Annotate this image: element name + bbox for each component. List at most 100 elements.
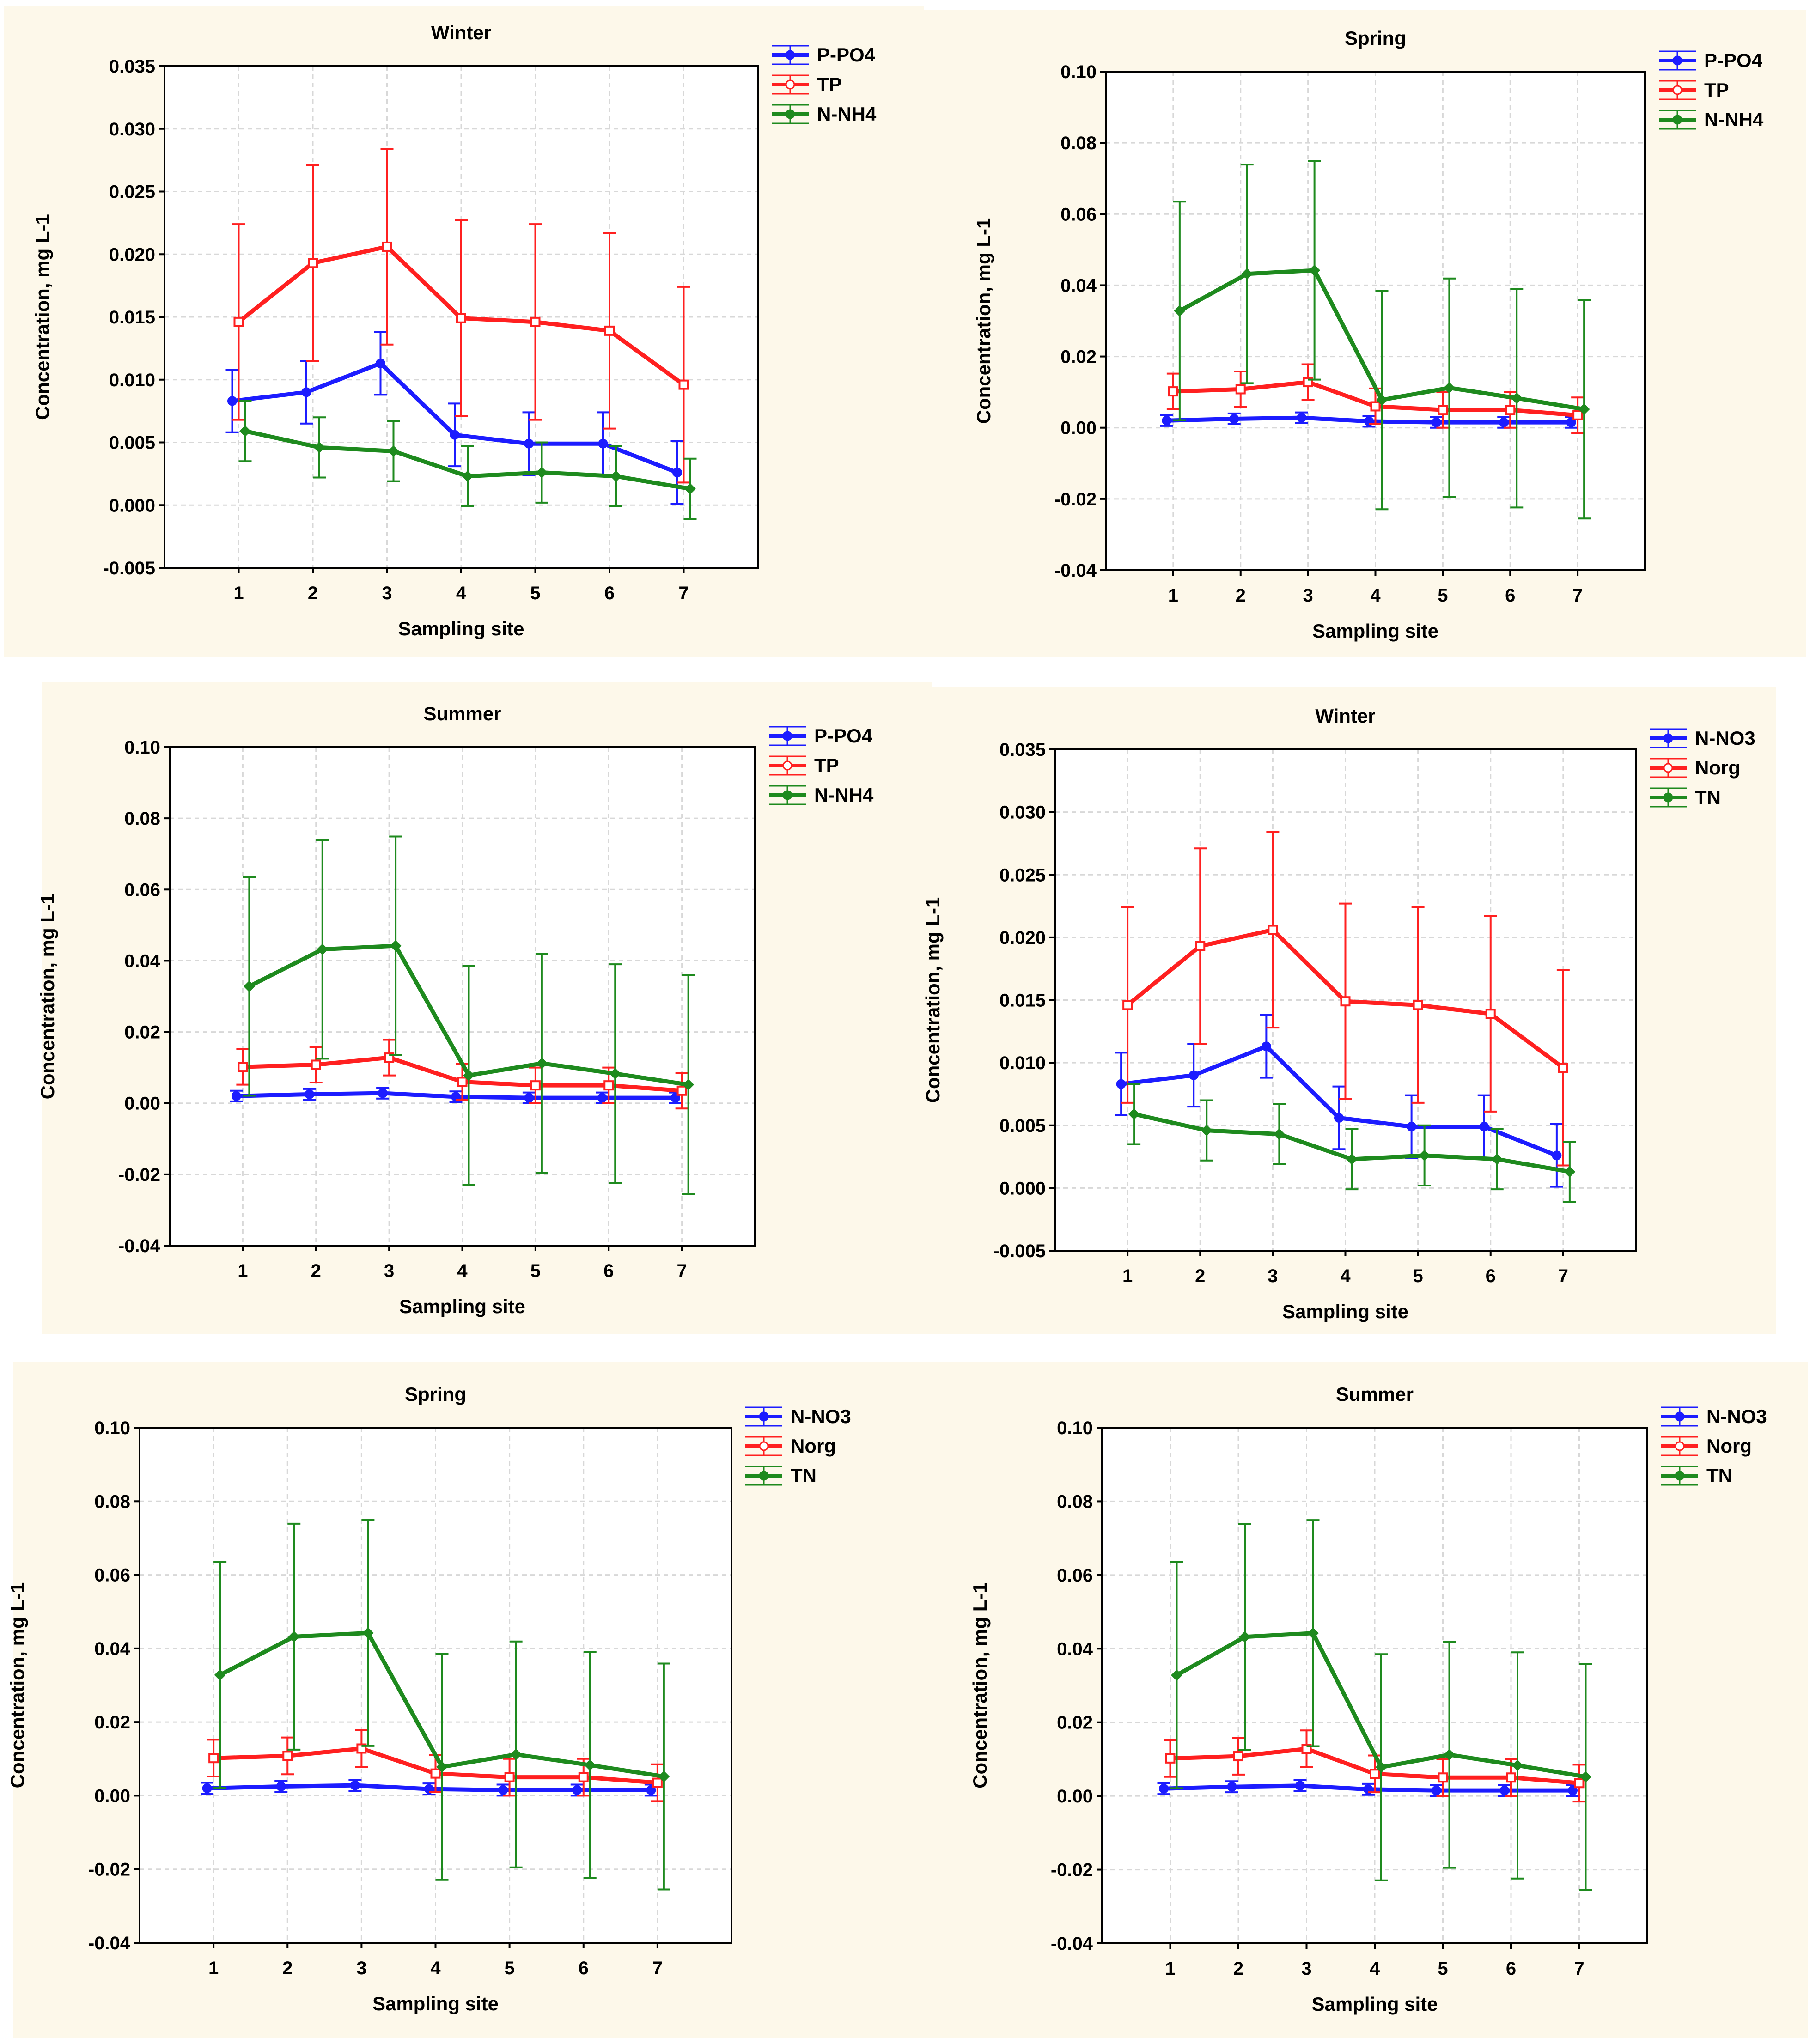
data-point — [1578, 403, 1590, 415]
series-norg — [1121, 831, 1570, 1167]
legend-entry: TN — [1661, 1465, 1732, 1486]
legend-label: TN — [1706, 1465, 1732, 1486]
y-tick-label: -0.04 — [1054, 560, 1097, 581]
y-tick-label: 0.035 — [999, 740, 1046, 760]
data-point — [308, 258, 318, 268]
x-tick-label: 2 — [1236, 585, 1246, 606]
data-point — [233, 316, 244, 327]
chart-title: Winter — [431, 22, 491, 43]
y-tick-label: 0.06 — [1057, 1565, 1093, 1586]
data-point — [208, 1753, 219, 1764]
x-tick-label: 3 — [1301, 1959, 1311, 1979]
data-point — [658, 1770, 670, 1782]
x-tick-label: 4 — [1370, 585, 1381, 606]
data-point — [578, 1772, 589, 1782]
series-n-nh4 — [1173, 160, 1591, 520]
series-n-no3 — [1115, 1014, 1563, 1188]
series-n-nh4 — [243, 835, 695, 1195]
data-point — [462, 470, 474, 482]
data-point — [463, 1070, 475, 1082]
x-axis-label: Sampling site — [398, 618, 524, 639]
legend-label: TN — [1695, 786, 1721, 808]
y-tick-label: -0.04 — [118, 1236, 161, 1256]
data-point — [1506, 1772, 1516, 1783]
data-point — [317, 943, 329, 955]
data-point — [1235, 384, 1246, 395]
x-tick-label: 5 — [1438, 1959, 1448, 1979]
legend-label: Norg — [1695, 757, 1740, 779]
legend-marker — [782, 790, 792, 800]
x-tick-label: 1 — [238, 1261, 248, 1281]
x-tick-label: 6 — [1505, 585, 1515, 606]
x-tick-label: 1 — [1165, 1959, 1175, 1979]
legend-entry: N-NO3 — [1661, 1405, 1767, 1427]
data-point — [1499, 1785, 1510, 1795]
data-point — [276, 1782, 286, 1792]
legend-marker — [1675, 1411, 1685, 1422]
data-point — [362, 1627, 374, 1639]
y-tick-label: 0.010 — [999, 1053, 1046, 1073]
data-point — [1505, 405, 1516, 415]
legend-marker — [785, 79, 795, 90]
data-point — [597, 1093, 607, 1103]
series-norg — [207, 1729, 664, 1802]
legend-label: P-PO4 — [814, 725, 873, 747]
series-p-po4 — [225, 331, 684, 505]
y-tick-label: 0.08 — [1060, 133, 1097, 153]
x-tick-label: 6 — [604, 583, 615, 603]
y-tick-label: -0.02 — [1051, 1860, 1093, 1880]
legend-label: Norg — [1706, 1435, 1752, 1457]
data-point — [1340, 996, 1351, 1007]
data-point — [238, 1062, 248, 1072]
data-point — [1165, 1753, 1176, 1764]
legend-label: P-PO4 — [1704, 49, 1763, 71]
data-point — [1574, 1778, 1585, 1788]
y-tick-label: 0.025 — [109, 182, 155, 202]
y-axis-label: Concentration, mg L-1 — [922, 897, 944, 1103]
data-point — [1511, 1759, 1524, 1771]
data-point — [227, 396, 237, 406]
y-tick-label: 0.10 — [94, 1418, 130, 1438]
data-point — [1491, 1153, 1503, 1165]
data-point — [282, 1751, 293, 1761]
data-point — [436, 1761, 448, 1773]
x-tick-label: 7 — [1572, 585, 1583, 606]
legend-label: TP — [814, 754, 839, 776]
legend-marker — [1675, 1471, 1685, 1481]
legend-entry: Norg — [1650, 757, 1740, 779]
legend-marker — [782, 731, 792, 741]
chart-title: Spring — [405, 1383, 466, 1405]
legend-marker — [1675, 1441, 1685, 1451]
data-point — [301, 387, 311, 397]
legend-marker — [785, 50, 795, 60]
y-tick-label: 0.02 — [94, 1712, 130, 1733]
legend-entry: P-PO4 — [1659, 49, 1763, 71]
series-p-po4 — [1160, 411, 1578, 429]
data-point — [1168, 386, 1178, 397]
data-point — [1295, 1781, 1305, 1791]
series-tp — [236, 1039, 689, 1110]
x-tick-label: 2 — [1195, 1266, 1205, 1286]
y-tick-label: 0.08 — [124, 809, 160, 829]
data-point — [1334, 1113, 1344, 1123]
x-tick-label: 5 — [530, 583, 540, 603]
data-point — [1438, 405, 1448, 415]
data-point — [604, 325, 615, 336]
chart-panel-3: 0.10 0.08 0.06 0.04 0.02 0.00 -0.02 -0.04 1 2 3 4 5 6… — [37, 703, 874, 1317]
legend-entry: TP — [769, 754, 839, 776]
data-point — [239, 425, 251, 437]
data-point — [603, 1080, 614, 1091]
legend-marker — [785, 109, 795, 119]
data-point — [243, 980, 255, 992]
y-axis-label: Concentration, mg L-1 — [37, 894, 58, 1100]
series-tn — [1127, 1083, 1576, 1203]
x-tick-label: 7 — [677, 1261, 687, 1281]
data-point — [456, 313, 466, 323]
data-point — [388, 445, 399, 457]
data-point — [1268, 925, 1278, 935]
x-tick-label: 6 — [1506, 1959, 1516, 1979]
x-tick-label: 4 — [430, 1958, 441, 1978]
data-point — [1370, 1769, 1380, 1779]
data-point — [457, 1077, 468, 1087]
data-point — [1162, 415, 1172, 426]
